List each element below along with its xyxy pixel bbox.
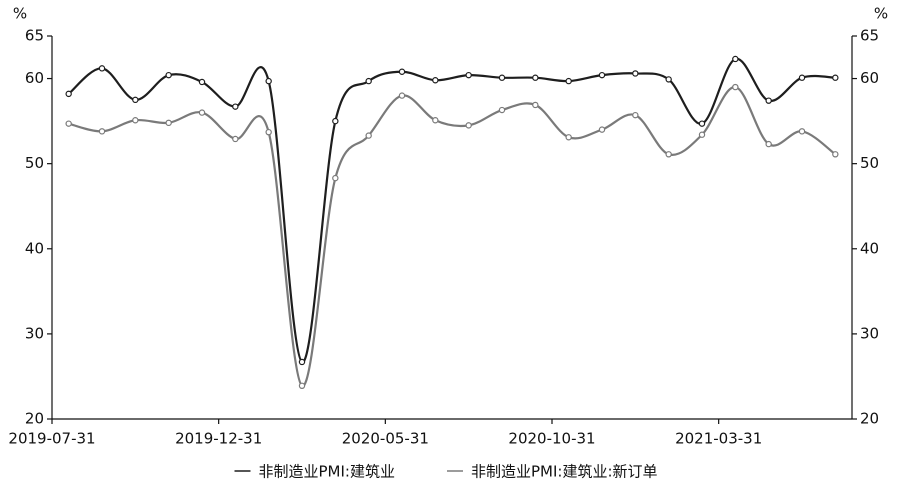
data-point bbox=[765, 140, 772, 148]
data-point bbox=[698, 131, 706, 138]
x-tick-label: 2019-07-31 bbox=[8, 430, 95, 448]
data-point bbox=[232, 103, 239, 110]
data-point bbox=[398, 92, 406, 99]
y2-tick-label: 50 bbox=[860, 154, 879, 172]
series-line bbox=[68, 85, 836, 387]
data-point bbox=[132, 96, 139, 104]
data-point bbox=[65, 120, 72, 127]
data-point bbox=[498, 106, 506, 114]
y2-tick-label: 60 bbox=[860, 69, 879, 87]
data-point bbox=[432, 117, 439, 124]
data-point bbox=[732, 83, 739, 91]
y-tick-label: 60 bbox=[25, 69, 44, 87]
data-point bbox=[765, 97, 772, 104]
y2-tick-label: 30 bbox=[860, 324, 879, 342]
data-point bbox=[665, 151, 672, 158]
data-point bbox=[265, 77, 272, 85]
data-point bbox=[198, 109, 206, 116]
y-tick-label: 20 bbox=[25, 410, 44, 428]
data-point bbox=[598, 71, 606, 79]
data-point bbox=[98, 128, 106, 135]
data-point bbox=[198, 78, 206, 86]
data-point bbox=[165, 71, 172, 79]
data-point bbox=[532, 101, 539, 109]
y-tick-label: 40 bbox=[25, 239, 44, 257]
data-point bbox=[132, 117, 139, 124]
data-point bbox=[798, 128, 806, 135]
data-point bbox=[532, 74, 539, 81]
x-tick-label: 2019-12-31 bbox=[175, 430, 262, 448]
data-point bbox=[365, 77, 372, 85]
data-point bbox=[65, 90, 72, 98]
data-point bbox=[332, 174, 339, 182]
x-tick-label: 2020-10-31 bbox=[508, 430, 595, 448]
data-point bbox=[632, 70, 639, 77]
data-point bbox=[398, 68, 406, 75]
y-tick-label: 50 bbox=[25, 154, 44, 172]
data-point bbox=[598, 126, 606, 133]
legend-label: 非制造业PMI:建筑业:新订单 bbox=[471, 463, 658, 481]
data-point bbox=[98, 65, 106, 72]
data-point bbox=[665, 76, 672, 83]
data-point bbox=[465, 71, 472, 79]
y-tick-label: 65 bbox=[25, 27, 44, 45]
data-point bbox=[698, 120, 706, 127]
data-point bbox=[632, 111, 639, 119]
y2-tick-label: 65 bbox=[860, 27, 879, 45]
data-point bbox=[165, 119, 172, 127]
y-tick-label: 30 bbox=[25, 324, 44, 342]
data-point bbox=[498, 74, 506, 81]
data-point bbox=[832, 151, 839, 158]
y-unit: % bbox=[13, 5, 27, 23]
data-point bbox=[265, 128, 272, 136]
data-point bbox=[798, 74, 806, 81]
data-point bbox=[432, 77, 439, 84]
y2-unit: % bbox=[874, 5, 888, 23]
data-point bbox=[298, 382, 306, 390]
data-point bbox=[565, 134, 572, 141]
y2-tick-label: 40 bbox=[860, 239, 879, 257]
data-point bbox=[732, 55, 739, 63]
data-point bbox=[232, 135, 239, 143]
x-tick-label: 2021-03-31 bbox=[675, 430, 762, 448]
data-point bbox=[465, 122, 472, 129]
data-point bbox=[365, 132, 372, 139]
x-tick-label: 2020-05-31 bbox=[342, 430, 429, 448]
data-point bbox=[565, 77, 572, 85]
legend-label: 非制造业PMI:建筑业 bbox=[259, 463, 395, 481]
data-point bbox=[298, 358, 306, 366]
data-point bbox=[832, 74, 839, 81]
data-point bbox=[332, 117, 339, 125]
y2-tick-label: 20 bbox=[860, 410, 879, 428]
